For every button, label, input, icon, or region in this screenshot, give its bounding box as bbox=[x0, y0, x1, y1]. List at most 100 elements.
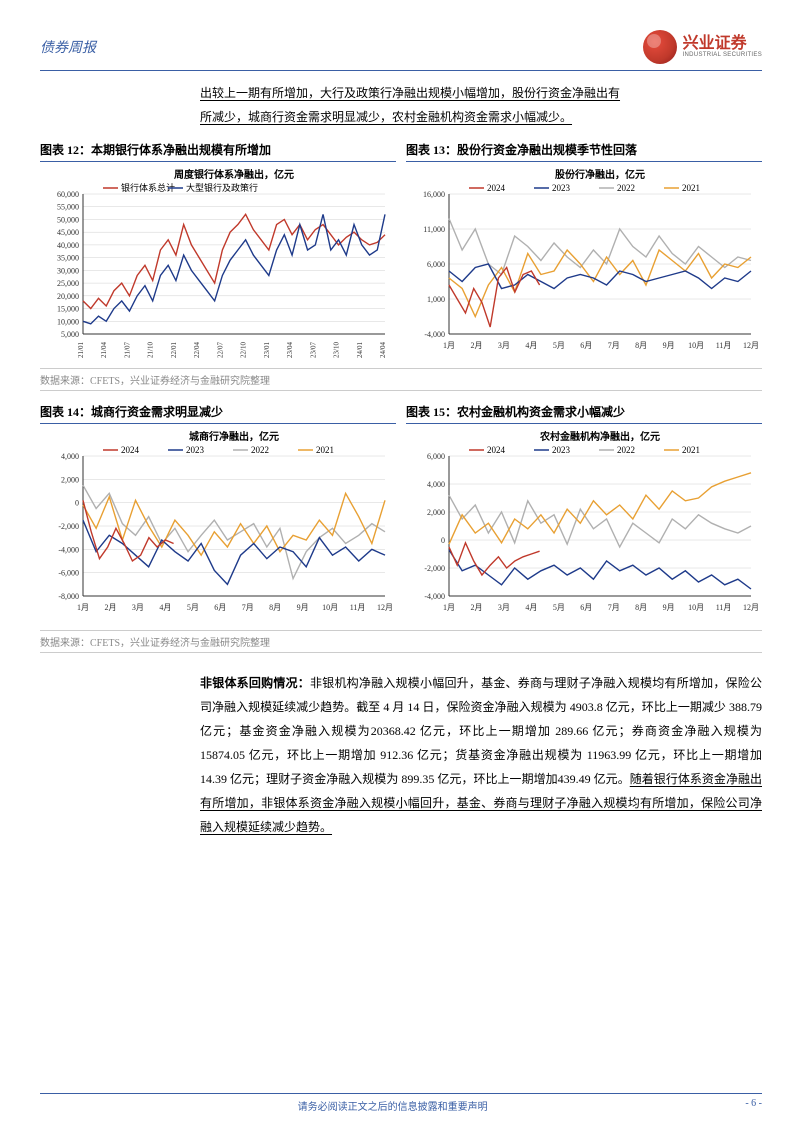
svg-text:23/10: 23/10 bbox=[333, 342, 341, 358]
datasource-2: 数据来源：CFETS，兴业证券经济与金融研究院整理 bbox=[40, 630, 762, 653]
svg-text:30,000: 30,000 bbox=[57, 266, 79, 275]
svg-text:60,000: 60,000 bbox=[57, 190, 79, 199]
svg-text:11月: 11月 bbox=[716, 341, 732, 350]
svg-text:20,000: 20,000 bbox=[57, 292, 79, 301]
svg-text:6月: 6月 bbox=[580, 603, 592, 612]
svg-text:2021: 2021 bbox=[682, 183, 700, 193]
svg-text:45,000: 45,000 bbox=[57, 228, 79, 237]
svg-text:21/07: 21/07 bbox=[123, 342, 131, 358]
svg-text:21/01: 21/01 bbox=[77, 342, 85, 358]
svg-text:9月: 9月 bbox=[663, 341, 675, 350]
svg-text:23/07: 23/07 bbox=[309, 342, 317, 358]
svg-text:35,000: 35,000 bbox=[57, 254, 79, 263]
svg-text:9月: 9月 bbox=[297, 603, 309, 612]
logo-cn: 兴业证券 bbox=[683, 36, 762, 52]
svg-text:2,000: 2,000 bbox=[427, 508, 445, 517]
svg-text:0: 0 bbox=[441, 536, 445, 545]
svg-text:12月: 12月 bbox=[377, 603, 393, 612]
svg-text:7月: 7月 bbox=[242, 603, 254, 612]
svg-text:11月: 11月 bbox=[716, 603, 732, 612]
svg-text:25,000: 25,000 bbox=[57, 279, 79, 288]
svg-text:22/01: 22/01 bbox=[170, 342, 178, 358]
svg-text:2022: 2022 bbox=[617, 183, 635, 193]
svg-text:22/10: 22/10 bbox=[240, 342, 248, 358]
svg-text:16,000: 16,000 bbox=[423, 190, 445, 199]
svg-text:3月: 3月 bbox=[498, 341, 510, 350]
svg-text:2,000: 2,000 bbox=[61, 475, 79, 484]
svg-text:23/04: 23/04 bbox=[286, 342, 294, 358]
body-paragraph: 非银体系回购情况：非银机构净融入规模小幅回升，基金、券商与理财子净融入规模均有所… bbox=[200, 671, 762, 839]
chart13-canvas: 股份行净融出，亿元2024202320222021-4,0001,0006,00… bbox=[406, 166, 762, 366]
svg-text:21/10: 21/10 bbox=[147, 342, 155, 358]
intro-line2: 所减少，城商行资金需求明显减少，农村金融机构资金需求小幅减少。 bbox=[200, 110, 572, 124]
svg-text:1月: 1月 bbox=[443, 603, 455, 612]
svg-text:农村金融机构净融出，亿元: 农村金融机构净融出，亿元 bbox=[539, 430, 660, 443]
svg-text:2022: 2022 bbox=[617, 445, 635, 455]
svg-text:周度银行体系净融出，亿元: 周度银行体系净融出，亿元 bbox=[174, 168, 294, 181]
svg-text:2月: 2月 bbox=[470, 603, 482, 612]
logo-en: INDUSTRIAL SECURITIES bbox=[683, 52, 762, 58]
chart14-canvas: 城商行净融出，亿元2024202320222021-8,000-6,000-4,… bbox=[40, 428, 396, 628]
svg-text:10月: 10月 bbox=[688, 603, 704, 612]
svg-text:4,000: 4,000 bbox=[61, 452, 79, 461]
svg-text:4月: 4月 bbox=[159, 603, 171, 612]
chart13-title: 图表 13：股份行资金净融出规模季节性回落 bbox=[406, 141, 762, 162]
svg-text:50,000: 50,000 bbox=[57, 215, 79, 224]
svg-text:23/01: 23/01 bbox=[263, 342, 271, 358]
svg-text:2021: 2021 bbox=[316, 445, 334, 455]
chart15-canvas: 农村金融机构净融出，亿元2024202320222021-4,000-2,000… bbox=[406, 428, 762, 628]
svg-text:8月: 8月 bbox=[269, 603, 281, 612]
svg-text:7月: 7月 bbox=[608, 341, 620, 350]
svg-text:-4,000: -4,000 bbox=[424, 592, 445, 601]
svg-text:7月: 7月 bbox=[608, 603, 620, 612]
svg-text:股份行净融出，亿元: 股份行净融出，亿元 bbox=[555, 168, 645, 181]
svg-text:银行体系总计: 银行体系总计 bbox=[121, 182, 175, 193]
svg-text:5月: 5月 bbox=[553, 341, 565, 350]
svg-text:城商行净融出，亿元: 城商行净融出，亿元 bbox=[189, 430, 279, 443]
svg-text:12月: 12月 bbox=[743, 341, 759, 350]
svg-text:1月: 1月 bbox=[443, 341, 455, 350]
svg-text:4,000: 4,000 bbox=[427, 480, 445, 489]
logo-icon bbox=[643, 30, 677, 64]
svg-text:-8,000: -8,000 bbox=[58, 592, 79, 601]
svg-text:2月: 2月 bbox=[104, 603, 116, 612]
footer-page: - 6 - bbox=[745, 1098, 762, 1113]
footer-disclaimer: 请务必阅读正文之后的信息披露和重要声明 bbox=[40, 1098, 745, 1113]
svg-text:3月: 3月 bbox=[132, 603, 144, 612]
svg-text:6月: 6月 bbox=[214, 603, 226, 612]
report-type: 债券周报 bbox=[40, 37, 96, 57]
svg-text:2022: 2022 bbox=[251, 445, 269, 455]
svg-text:2023: 2023 bbox=[552, 445, 571, 455]
svg-text:-2,000: -2,000 bbox=[58, 522, 79, 531]
svg-text:5月: 5月 bbox=[187, 603, 199, 612]
svg-text:21/04: 21/04 bbox=[100, 342, 108, 358]
svg-text:-4,000: -4,000 bbox=[58, 545, 79, 554]
chart12-title: 图表 12：本期银行体系净融出规模有所增加 bbox=[40, 141, 396, 162]
svg-text:5月: 5月 bbox=[553, 603, 565, 612]
svg-text:8月: 8月 bbox=[635, 603, 647, 612]
svg-text:22/07: 22/07 bbox=[216, 342, 224, 358]
chart12-canvas: 周度银行体系净融出，亿元银行体系总计大型银行及政策行5,00010,00015,… bbox=[40, 166, 396, 366]
svg-text:24/01: 24/01 bbox=[356, 342, 364, 358]
svg-text:1月: 1月 bbox=[77, 603, 89, 612]
chart14-title: 图表 14：城商行资金需求明显减少 bbox=[40, 403, 396, 424]
chart15-title: 图表 15：农村金融机构资金需求小幅减少 bbox=[406, 403, 762, 424]
svg-text:6,000: 6,000 bbox=[427, 452, 445, 461]
svg-text:12月: 12月 bbox=[743, 603, 759, 612]
svg-text:6,000: 6,000 bbox=[427, 260, 445, 269]
datasource-1: 数据来源：CFETS，兴业证券经济与金融研究院整理 bbox=[40, 368, 762, 391]
svg-text:24/04: 24/04 bbox=[379, 342, 387, 358]
svg-text:11月: 11月 bbox=[350, 603, 366, 612]
svg-text:-2,000: -2,000 bbox=[424, 564, 445, 573]
svg-text:9月: 9月 bbox=[663, 603, 675, 612]
svg-text:-4,000: -4,000 bbox=[424, 330, 445, 339]
svg-text:6月: 6月 bbox=[580, 341, 592, 350]
intro-paragraph: 出较上一期有所增加，大行及政策行净融出规模小幅增加，股份行资金净融出有 所减少，… bbox=[200, 81, 762, 129]
svg-text:22/04: 22/04 bbox=[193, 342, 201, 358]
svg-text:15,000: 15,000 bbox=[57, 305, 79, 314]
svg-text:大型银行及政策行: 大型银行及政策行 bbox=[186, 182, 258, 193]
intro-line1: 出较上一期有所增加，大行及政策行净融出规模小幅增加，股份行资金净融出有 bbox=[200, 86, 620, 100]
logo-block: 兴业证券 INDUSTRIAL SECURITIES bbox=[643, 30, 762, 64]
svg-text:-6,000: -6,000 bbox=[58, 569, 79, 578]
svg-text:10月: 10月 bbox=[688, 341, 704, 350]
